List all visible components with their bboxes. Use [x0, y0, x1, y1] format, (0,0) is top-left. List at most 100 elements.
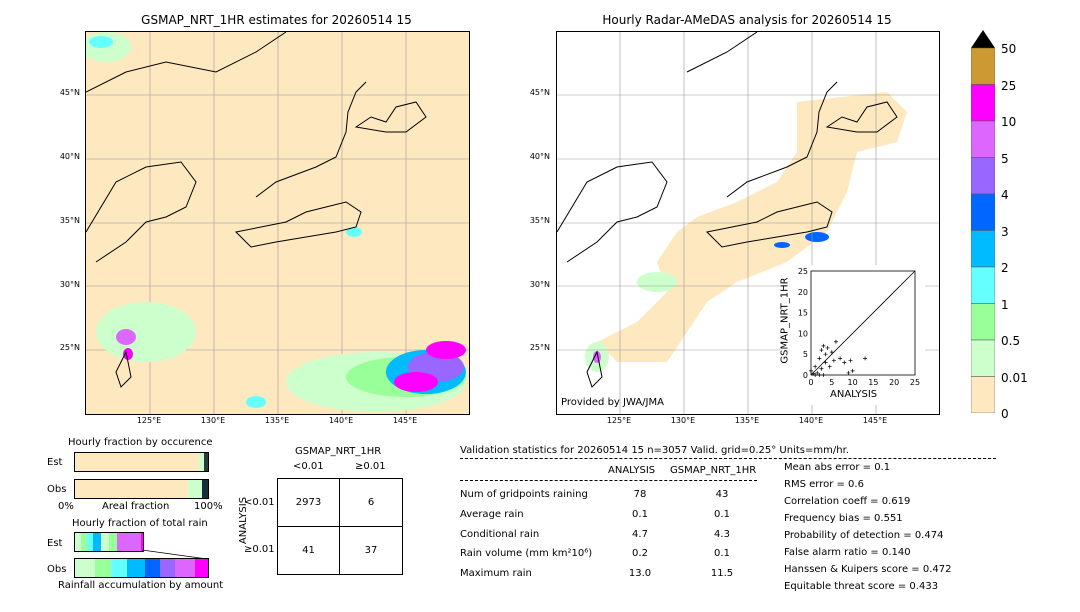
- rain-areas: [86, 32, 466, 412]
- right-lat-25: 25°N: [529, 343, 550, 352]
- occ-axis-left: 0%: [58, 501, 74, 512]
- left-lon-140: 140°E: [328, 416, 354, 425]
- left-lat-30: 30°N: [59, 280, 80, 289]
- stat-rms: RMS error = 0.6: [784, 479, 864, 490]
- occ-axis-right: 100%: [194, 501, 223, 512]
- right-lat-35: 35°N: [529, 216, 550, 225]
- scatter-point: [817, 356, 822, 361]
- colorbar-band: [970, 157, 996, 195]
- row-label-volume: Rain volume (mm km²10⁶): [460, 548, 593, 559]
- colorbar-band: [970, 47, 996, 85]
- cell-tp: 37: [364, 545, 378, 556]
- diagonal-line: [810, 270, 916, 376]
- scatter-ytick: 25: [798, 267, 808, 276]
- scatter-ytick: 15: [798, 309, 808, 318]
- colorbar-graphic: [970, 30, 996, 414]
- right-lon-130: 130°E: [670, 416, 696, 425]
- cb-label-0.5: 0.5: [1001, 334, 1021, 348]
- left-lat-25: 25°N: [59, 343, 80, 352]
- contingency-title: GSMAP_NRT_1HR: [295, 446, 382, 457]
- scatter-point: [842, 360, 847, 365]
- cb-label-1: 1: [1001, 298, 1009, 312]
- scatter-point: [833, 339, 838, 344]
- scatter-point: [846, 370, 851, 375]
- colorbar: [970, 30, 996, 414]
- table-divider: [460, 480, 757, 481]
- analysis-area: [597, 92, 907, 362]
- rain-obs-bar: [74, 558, 209, 578]
- occ-axis-mid: Areal fraction: [102, 501, 170, 512]
- scatter-point: [848, 358, 853, 363]
- colorbar-band: [970, 266, 996, 304]
- colorbar-band: [970, 230, 996, 268]
- scatter-ytick: 10: [798, 329, 808, 338]
- left-lon-145: 145°E: [392, 416, 418, 425]
- left-lon-125: 125°E: [136, 416, 162, 425]
- scatter-xtick: 25: [910, 378, 920, 387]
- cb-label-10: 10: [1001, 115, 1017, 129]
- rain-est-bar: [74, 532, 144, 552]
- scatter-ytick: 20: [798, 288, 808, 297]
- colorbar-band: [970, 84, 996, 122]
- scatter-point: [863, 356, 868, 361]
- colorbar-extend-triangle: [971, 30, 995, 48]
- row-label-maximum: Maximum rain: [460, 568, 532, 579]
- occ-est-bar: [74, 452, 209, 472]
- right-lon-140: 140°E: [798, 416, 824, 425]
- scatter-point: [809, 368, 813, 373]
- contingency-row2: ≥0.01: [244, 544, 275, 555]
- scatter-xtick: 10: [848, 378, 858, 387]
- coastline: [86, 32, 427, 388]
- right-lat-45: 45°N: [529, 88, 550, 97]
- scatter-point: [838, 356, 843, 361]
- stat-pod: Probability of detection = 0.474: [784, 530, 944, 541]
- validation-divider: [460, 458, 996, 459]
- left-lon-135: 135°E: [264, 416, 290, 425]
- scatter-point: [819, 348, 824, 353]
- left-lat-45: 45°N: [59, 88, 80, 97]
- stat-bias: Frequency bias = 0.551: [784, 513, 903, 524]
- right-map-graphic: [557, 32, 939, 414]
- scatter-point: [821, 373, 826, 377]
- scatter-point: [813, 373, 818, 377]
- occ-obs-label: Obs: [47, 484, 67, 495]
- row-label-gridpoints: Num of gridpoints raining: [460, 489, 588, 500]
- right-lat-30: 30°N: [529, 280, 550, 289]
- col-gsmap: GSMAP_NRT_1HR: [670, 465, 757, 476]
- scatter-xtick: 15: [868, 378, 878, 387]
- cell-fp: 6: [340, 479, 402, 527]
- scatter-point: [825, 345, 830, 350]
- scatter-point: [819, 366, 824, 371]
- colorbar-band: [970, 193, 996, 231]
- stat-corr: Correlation coeff = 0.619: [784, 496, 911, 507]
- occ-est-label: Est: [47, 457, 63, 468]
- row-g-volume: 0.1: [714, 548, 730, 559]
- left-map-graphic: [86, 32, 469, 414]
- cb-label-25: 25: [1001, 79, 1017, 93]
- scatter-ytick: 0: [803, 371, 808, 380]
- row-g-maximum: 11.5: [710, 568, 734, 579]
- cell-tn: 2973: [278, 479, 340, 527]
- right-map-title: Hourly Radar-AMeDAS analysis for 2026051…: [602, 13, 892, 27]
- cb-label-4: 4: [1001, 188, 1009, 202]
- scatter-xtick: 5: [829, 378, 834, 387]
- scatter-xtick: 0: [808, 378, 813, 387]
- contingency-col1: <0.01: [293, 461, 324, 472]
- stat-ets: Equitable threat score = 0.433: [784, 581, 939, 592]
- occurrence-title: Hourly fraction by occurence: [68, 437, 213, 448]
- left-lat-40: 40°N: [59, 152, 80, 161]
- left-map-title: GSMAP_NRT_1HR estimates for 20260514 15: [141, 13, 412, 27]
- scatter-plot: 00 5 5 10 10 15 15 20 20 25 25: [798, 267, 920, 387]
- cb-label-50: 50: [1001, 42, 1017, 56]
- validation-header: Validation statistics for 20260514 15 n=…: [460, 445, 849, 456]
- scatter-point: [827, 364, 832, 369]
- colorbar-band: [970, 339, 996, 377]
- colorbar-band: [970, 303, 996, 341]
- cb-label-0.01: 0.01: [1001, 371, 1028, 385]
- col-analysis: ANALYSIS: [608, 465, 656, 476]
- total-rain-title: Hourly fraction of total rain: [72, 518, 208, 529]
- row-a-gridpoints: 78: [633, 489, 647, 500]
- scatter-point: [823, 352, 828, 357]
- row-a-volume: 0.2: [632, 548, 648, 559]
- left-map: [85, 31, 470, 415]
